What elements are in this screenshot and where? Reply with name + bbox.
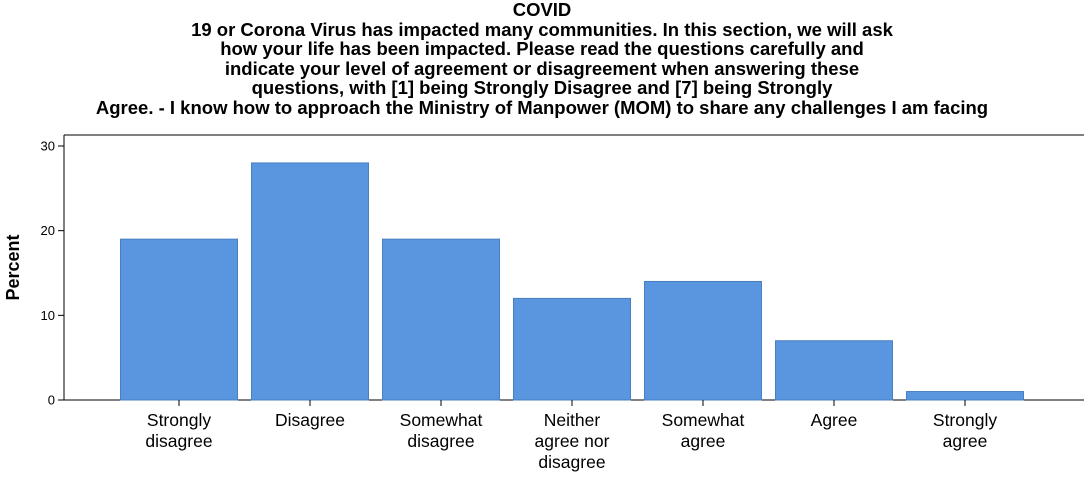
bar <box>513 297 631 401</box>
y-tick-label: 10 <box>41 308 55 323</box>
y-tick-label: 20 <box>41 223 55 238</box>
chart-title-line: Agree. - I know how to approach the Mini… <box>95 96 989 118</box>
x-tick-label: Somewhat disagree <box>400 410 483 451</box>
x-tick-label-line: disagree <box>407 431 474 451</box>
y-axis-label: Percent <box>3 234 23 300</box>
x-tick-label-line: Somewhat <box>662 410 745 430</box>
x-tick-label: Agree <box>811 410 858 430</box>
x-tick-label-line: disagree <box>538 452 605 472</box>
chart-title-line: COVID <box>512 0 572 20</box>
x-tick-label-line: Strongly <box>147 410 211 430</box>
x-tick-label-line: Somewhat <box>400 410 483 430</box>
x-tick-label: Strongly disagree <box>145 410 212 451</box>
x-tick-label: Strongly agree <box>933 410 997 451</box>
x-tick-label-line: Disagree <box>275 410 345 430</box>
bar <box>644 280 762 401</box>
x-tick-label-line: agree <box>681 431 726 451</box>
chart-title: COVID 19 or Corona Virus has impacted man… <box>0 0 1084 117</box>
bar <box>251 162 369 401</box>
x-tick-label-line: Agree <box>811 410 858 430</box>
chart-title-line: indicate your level of agreement or disa… <box>224 57 860 79</box>
bar <box>382 238 500 401</box>
chart-title-line: 19 or Corona Virus has impacted many com… <box>191 18 893 40</box>
y-tick-label: 30 <box>41 139 55 154</box>
x-tick-label-line: disagree <box>145 431 212 451</box>
x-tick-label-line: agree nor <box>535 431 610 451</box>
x-tick-label: Neither agree nor disagree <box>535 410 610 472</box>
y-tick-label: 0 <box>48 393 55 408</box>
bar <box>120 238 238 401</box>
bar <box>906 391 1024 401</box>
chart-title-line: questions, with [1] being Strongly Disag… <box>251 77 833 98</box>
x-tick-label-line: Strongly <box>933 410 997 430</box>
x-tick-label-line: agree <box>943 431 988 451</box>
chart-title-line: how your life has been impacted. Please … <box>220 38 864 59</box>
x-tick-label: Disagree <box>275 410 345 430</box>
x-tick-label: Somewhat agree <box>662 410 745 451</box>
x-tick-label-line: Neither <box>544 410 601 430</box>
bar <box>775 340 893 401</box>
